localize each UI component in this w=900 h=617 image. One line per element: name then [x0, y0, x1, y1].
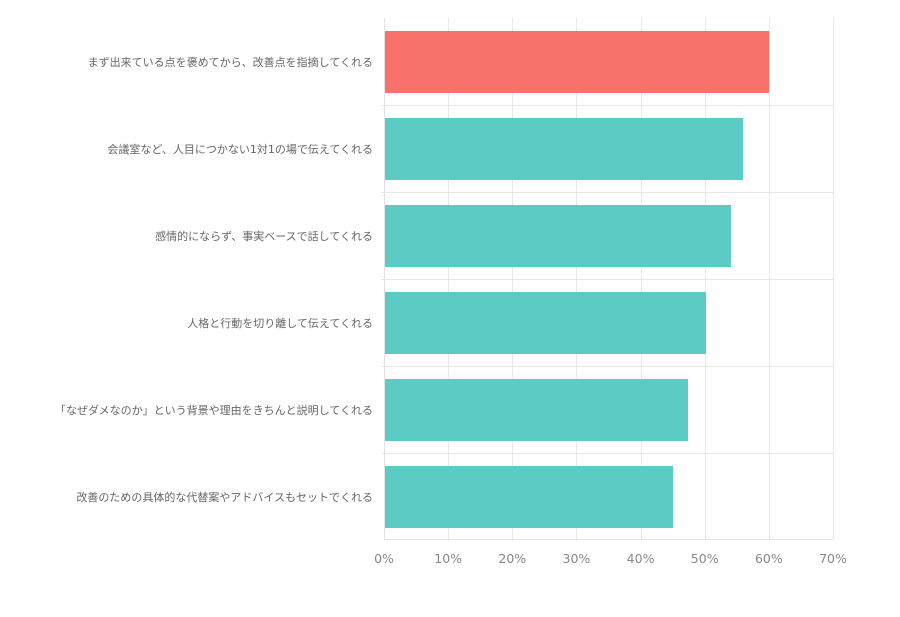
- vertical-gridline: [512, 18, 514, 539]
- vertical-gridline: [640, 18, 642, 539]
- category-label: まず出来ている点を褒めてから、改善点を指摘してくれる: [87, 55, 373, 69]
- bar-6[interactable]: [385, 465, 673, 528]
- x-tick-label: 10%: [434, 551, 463, 566]
- vertical-gridline: [833, 18, 834, 539]
- x-tick-label: 0%: [374, 551, 394, 566]
- bar-5[interactable]: [385, 378, 688, 441]
- x-tick-label: 60%: [754, 551, 783, 566]
- x-tick-label: 20%: [498, 551, 527, 566]
- category-label: 会議室など、人目につかない1対1の場で伝えてくれる: [107, 142, 373, 156]
- bar-1[interactable]: [385, 30, 769, 93]
- horizontal-gridline: [381, 192, 833, 193]
- horizontal-gridline: [381, 366, 833, 367]
- vertical-gridline: [576, 18, 578, 539]
- category-label: 改善のための具体的な代替案やアドバイスもセットでくれる: [76, 490, 373, 504]
- category-label: 感情的にならず、事実ベースで話してくれる: [155, 229, 373, 243]
- bar-2[interactable]: [385, 117, 743, 180]
- bar-4[interactable]: [385, 291, 706, 354]
- horizontal-gridline: [381, 105, 833, 106]
- vertical-gridline: [704, 18, 706, 539]
- category-label: 「なぜダメなのか」という背景や理由をきちんと説明してくれる: [54, 403, 373, 417]
- horizontal-gridline: [381, 453, 833, 454]
- horizontal-gridline: [381, 279, 833, 280]
- vertical-gridline: [448, 18, 450, 539]
- x-tick-label: 40%: [626, 551, 655, 566]
- vertical-gridline: [768, 18, 770, 539]
- bar-3[interactable]: [385, 204, 732, 267]
- x-tick-label: 50%: [690, 551, 719, 566]
- plot-area: [381, 18, 834, 540]
- x-tick-label: 30%: [562, 551, 591, 566]
- category-label: 人格と行動を切り離して伝えてくれる: [187, 316, 373, 330]
- x-tick-label: 70%: [819, 551, 847, 566]
